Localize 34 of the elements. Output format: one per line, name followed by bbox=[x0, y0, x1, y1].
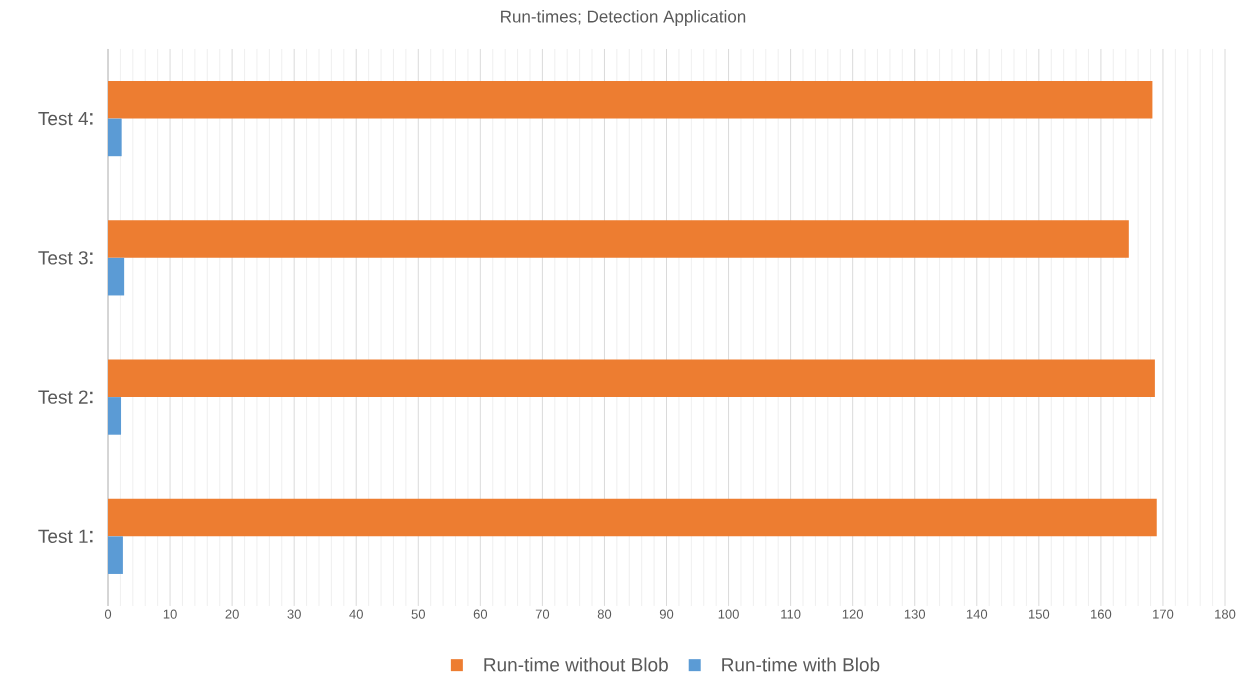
legend-label: Run-time with Blob bbox=[722, 657, 880, 672]
bar bbox=[108, 359, 1155, 398]
y-tick-label: Test 2 bbox=[38, 390, 88, 404]
x-tick-label: 70 bbox=[535, 609, 550, 619]
x-tick-label: 130 bbox=[904, 609, 926, 619]
x-tick-label: 50 bbox=[411, 609, 425, 619]
x-tick-label: 120 bbox=[842, 609, 864, 619]
x-tick-label: 80 bbox=[597, 609, 612, 619]
x-tick-label: 30 bbox=[287, 609, 301, 619]
bar bbox=[108, 397, 122, 435]
chart-title: Run-times; Detection Application bbox=[501, 10, 746, 26]
bar bbox=[108, 81, 1153, 119]
x-tick-label: 160 bbox=[1091, 609, 1112, 619]
x-tick-label: 100 bbox=[718, 609, 739, 619]
x-tick-label: 140 bbox=[966, 609, 988, 619]
bar bbox=[108, 257, 125, 296]
x-tick-label: 170 bbox=[1153, 609, 1174, 619]
x-tick-label: 0 bbox=[104, 609, 112, 619]
x-tick-label: 40 bbox=[349, 609, 363, 619]
legend-label: Run-time without Blob bbox=[484, 657, 668, 672]
x-tick-label: 20 bbox=[225, 609, 239, 619]
bar bbox=[108, 498, 1157, 537]
x-tick-label: 110 bbox=[781, 609, 801, 619]
x-tick-label: 10 bbox=[163, 609, 177, 619]
x-tick-label: 180 bbox=[1215, 609, 1236, 619]
x-tick-label: 150 bbox=[1028, 609, 1050, 619]
y-tick-label: Test 4 bbox=[38, 111, 89, 126]
bar bbox=[108, 536, 123, 574]
y-tick-label: Test 3 bbox=[38, 251, 88, 265]
bar bbox=[108, 118, 122, 157]
x-tick-label: 90 bbox=[659, 609, 674, 619]
y-tick-label: Test 1 bbox=[38, 529, 88, 543]
bar bbox=[108, 220, 1129, 258]
x-tick-label: 60 bbox=[473, 609, 488, 619]
